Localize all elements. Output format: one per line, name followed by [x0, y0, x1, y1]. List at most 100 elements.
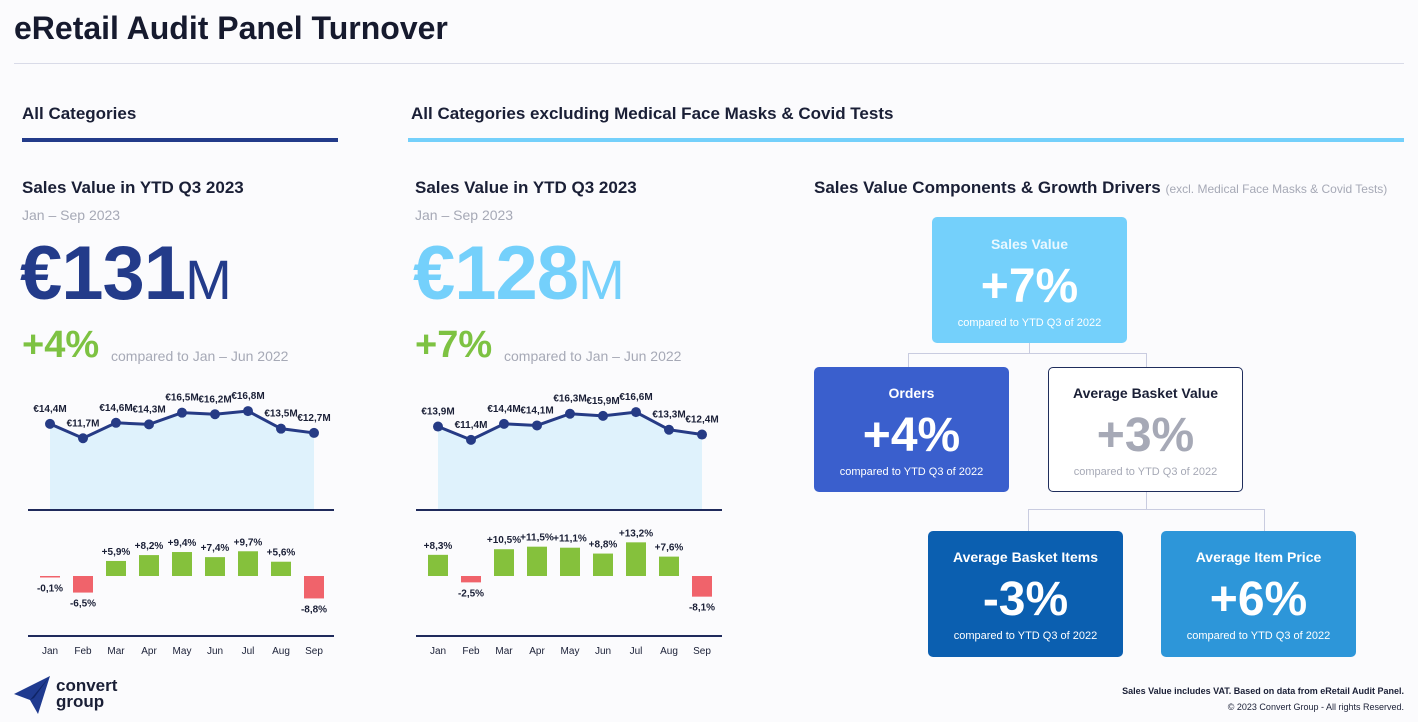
sales-point-jul	[243, 406, 253, 417]
panel-1-title: Sales Value in YTD Q3 2023	[22, 178, 244, 197]
panel-2-sales-number: €128	[413, 231, 579, 316]
growth-bar-jul	[238, 551, 258, 576]
growth-label-feb: -6,5%	[70, 599, 96, 610]
paper-plane-icon	[14, 676, 50, 714]
month-label-apr: Apr	[141, 646, 157, 657]
growth-bar-jun	[205, 557, 225, 576]
growth-label-mar: +5,9%	[102, 547, 131, 558]
growth-label-mar: +10,5%	[487, 535, 521, 546]
sales-point-aug	[276, 423, 286, 434]
growth-label-jun: +8,8%	[589, 540, 618, 551]
sales-label-aug: €13,3M	[652, 410, 685, 421]
connector-to-basket-items	[1028, 509, 1029, 531]
panel-2-monthly-chart: €13,9M€11,4M €14,4M €14,1M€16,3M €15,9M €16,…	[416, 392, 722, 657]
month-label-feb: Feb	[74, 646, 92, 657]
month-label-sep: Sep	[305, 646, 323, 657]
sales-point-mar	[111, 417, 121, 428]
month-label-jul: Jul	[242, 646, 255, 657]
sales-point-aug	[664, 424, 674, 435]
sales-label-sep: €12,7M	[297, 413, 330, 424]
growth-bar-sep	[304, 576, 324, 599]
sales-point-feb	[466, 434, 476, 445]
sales-point-jan	[433, 421, 443, 432]
company-logo-text: convert group	[56, 677, 117, 710]
sales-label-jul: €16,6M	[619, 392, 652, 403]
month-label-mar: Mar	[107, 646, 125, 657]
panel-2-growth-note: compared to Jan – Jun 2022	[504, 348, 682, 364]
sales-label-jul: €16,8M	[231, 391, 264, 402]
sales-point-may	[177, 407, 187, 418]
connector-sales-horizontal	[908, 353, 1147, 354]
growth-bar-jan	[40, 576, 60, 578]
sales-label-apr: €14,1M	[520, 405, 553, 416]
month-label-sep: Sep	[693, 646, 711, 657]
panel-2-sales-value: €128M	[413, 236, 625, 312]
footer-copyright: © 2023 Convert Group - All rights Reserv…	[1227, 702, 1404, 712]
sales-point-sep	[309, 427, 319, 438]
driver-orders-card: Orders +4% compared to YTD Q3 of 2022	[814, 367, 1009, 492]
growth-bar-apr	[527, 546, 547, 576]
driver-basket-value-note: compared to YTD Q3 of 2022	[1073, 466, 1218, 478]
panel-2-title: Sales Value in YTD Q3 2023	[415, 178, 637, 197]
sales-label-apr: €14,3M	[132, 404, 165, 415]
section-bar-excluding	[408, 138, 1404, 142]
sales-label-mar: €14,4M	[487, 404, 520, 415]
panel-1-monthly-chart: €14,4M€11,7M €14,6M €14,3M€16,5M €16,2M €16,…	[28, 391, 334, 657]
growth-label-aug: +5,6%	[267, 548, 296, 559]
connector-sales-down	[1029, 343, 1030, 354]
title-divider	[14, 63, 1404, 64]
connector-to-basket-value	[1146, 353, 1147, 367]
sales-point-apr	[532, 420, 542, 431]
sales-label-feb: €11,4M	[455, 420, 488, 431]
sales-label-jan: €13,9M	[421, 407, 454, 418]
driver-basket-value-value: +3%	[1096, 409, 1195, 462]
panel-2-sales-unit: M	[578, 248, 625, 311]
month-label-may: May	[561, 646, 580, 657]
panel-1-growth-note: compared to Jan – Jun 2022	[111, 348, 289, 364]
growth-bar-feb	[73, 576, 93, 593]
driver-orders-note: compared to YTD Q3 of 2022	[839, 466, 984, 478]
driver-basket-items-label: Average Basket Items	[952, 549, 1098, 565]
sales-label-mar: €14,6M	[99, 403, 132, 414]
driver-item-price-note: compared to YTD Q3 of 2022	[1186, 630, 1331, 642]
growth-bar-mar	[494, 549, 514, 576]
growth-bar-jan	[428, 554, 448, 576]
growth-bar-may	[560, 547, 580, 576]
month-label-jan: Jan	[42, 646, 58, 657]
month-label-may: May	[173, 646, 192, 657]
month-label-mar: Mar	[495, 646, 513, 657]
sales-point-jul	[631, 407, 641, 418]
growth-label-apr: +11,5%	[520, 533, 554, 544]
growth-label-jan: +8,3%	[424, 541, 453, 552]
driver-sales-value-note: compared to YTD Q3 of 2022	[957, 317, 1102, 329]
sales-point-jun	[210, 409, 220, 420]
connector-to-item-price	[1264, 509, 1265, 531]
driver-basket-items-note: compared to YTD Q3 of 2022	[953, 630, 1098, 642]
month-label-aug: Aug	[660, 646, 678, 657]
driver-orders-value: +4%	[862, 409, 961, 462]
growth-label-may: +11,1%	[553, 534, 587, 545]
panel-1-growth: +4%	[22, 324, 100, 366]
panel-1-sales-number: €131	[20, 231, 186, 316]
driver-basket-items-card: Average Basket Items -3% compared to YTD…	[928, 531, 1123, 657]
growth-label-sep: -8,8%	[301, 604, 327, 615]
growth-label-jan: -0,1%	[37, 584, 63, 595]
driver-item-price-label: Average Item Price	[1195, 549, 1322, 565]
sales-area	[438, 412, 702, 510]
panel-2-growth: +7%	[415, 324, 493, 366]
driver-sales-value-label: Sales Value	[990, 236, 1069, 252]
month-label-feb: Feb	[462, 646, 480, 657]
footer-note: Sales Value includes VAT. Based on data …	[1122, 686, 1404, 696]
growth-bar-apr	[139, 555, 159, 576]
driver-orders-label: Orders	[888, 385, 935, 401]
growth-label-aug: +7,6%	[655, 543, 684, 554]
drivers-title: Sales Value Components & Growth Drivers …	[814, 178, 1387, 198]
month-label-jun: Jun	[595, 646, 611, 657]
panel-1-sales-value: €131M	[20, 236, 232, 312]
sales-point-feb	[78, 433, 88, 444]
month-label-jun: Jun	[207, 646, 223, 657]
sales-label-may: €16,5M	[165, 393, 198, 404]
driver-basket-value-label: Average Basket Value	[1072, 385, 1218, 401]
page-title: eRetail Audit Panel Turnover	[14, 10, 448, 46]
sales-area	[50, 411, 314, 510]
